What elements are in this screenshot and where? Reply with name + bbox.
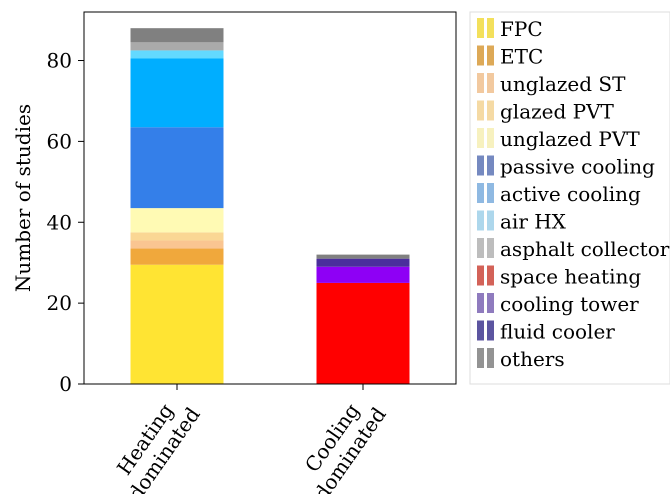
legend-frame <box>469 11 670 385</box>
legend-swatch <box>487 293 494 313</box>
bar-segment-fluid-cooler-1 <box>316 258 410 267</box>
bar-segment-passive-cooling-0 <box>130 127 224 209</box>
bar-segment-glazed-PVT-0 <box>130 232 224 241</box>
x-tick-label: Coolingdominated <box>290 389 391 494</box>
legend-swatch <box>477 45 484 66</box>
legend-label: fluid cooler <box>500 320 615 344</box>
legend: FPC ETC unglazed ST glazed PVT unglazed PVT p… <box>469 11 670 385</box>
bar-segment-others-1 <box>316 254 410 259</box>
legend-swatch <box>477 73 484 93</box>
legend-swatch <box>487 73 494 93</box>
legend-swatch <box>487 210 494 231</box>
y-tick-label: 60 <box>47 129 72 153</box>
legend-swatch <box>477 18 484 38</box>
legend-swatch <box>477 100 484 121</box>
legend-label: space heating <box>500 265 641 289</box>
bar-segment-unglazed-PVT-0 <box>130 208 224 233</box>
x-axis: Heatingdominated Coolingdominated <box>104 384 391 494</box>
legend-label: glazed PVT <box>500 100 615 124</box>
legend-label: active cooling <box>500 182 641 206</box>
y-tick-label: 40 <box>47 210 72 234</box>
y-axis: 0 20 40 60 80 <box>47 49 84 396</box>
y-tick-label: 20 <box>47 291 72 315</box>
legend-label: asphalt collector <box>500 237 670 261</box>
plot-frame <box>83 11 457 385</box>
legend-swatch <box>487 183 494 203</box>
legend-label: FPC <box>500 17 543 41</box>
legend-label: cooling tower <box>500 292 639 316</box>
legend-swatch <box>477 320 484 341</box>
bar-segment-others-0 <box>130 28 224 43</box>
legend-swatch <box>487 265 494 286</box>
legend-swatch <box>487 18 494 38</box>
legend-swatch <box>487 238 494 258</box>
legend-swatch <box>477 293 484 313</box>
bar-segment-unglazed-ST-0 <box>130 240 224 249</box>
legend-swatch <box>487 128 494 148</box>
legend-swatch <box>477 210 484 231</box>
legend-swatch <box>477 348 484 368</box>
bar-segment-asphalt-collector-0 <box>130 42 224 51</box>
y-tick-label: 80 <box>47 49 72 73</box>
bar-segment-cooling-tower-1 <box>316 266 410 283</box>
legend-label: passive cooling <box>500 155 655 179</box>
legend-label: ETC <box>500 45 543 69</box>
y-tick-label: 0 <box>59 372 72 396</box>
legend-label: air HX <box>500 210 567 234</box>
legend-swatch <box>477 265 484 286</box>
bar-segment-ETC-0 <box>130 248 224 265</box>
bar-segment-air-HX-0 <box>130 50 224 59</box>
bar-segment-FPC-0 <box>130 264 224 384</box>
legend-label: others <box>500 347 565 371</box>
legend-label: unglazed ST <box>500 72 626 96</box>
bar-segment-active-cooling-0 <box>130 58 224 128</box>
legend-swatch <box>487 320 494 341</box>
x-tick-label: Heatingdominated <box>104 389 205 494</box>
legend-swatch <box>477 238 484 258</box>
legend-swatch <box>487 155 494 176</box>
legend-swatch <box>487 348 494 368</box>
legend-swatch <box>487 100 494 121</box>
y-axis-label: Number of studies <box>11 104 35 292</box>
bars-layer <box>130 28 410 384</box>
legend-swatch <box>477 128 484 148</box>
legend-label: unglazed PVT <box>500 127 640 151</box>
legend-swatch <box>487 45 494 66</box>
legend-swatch <box>477 183 484 203</box>
bar-segment-space-heating-1 <box>316 282 410 384</box>
legend-swatch <box>477 155 484 176</box>
